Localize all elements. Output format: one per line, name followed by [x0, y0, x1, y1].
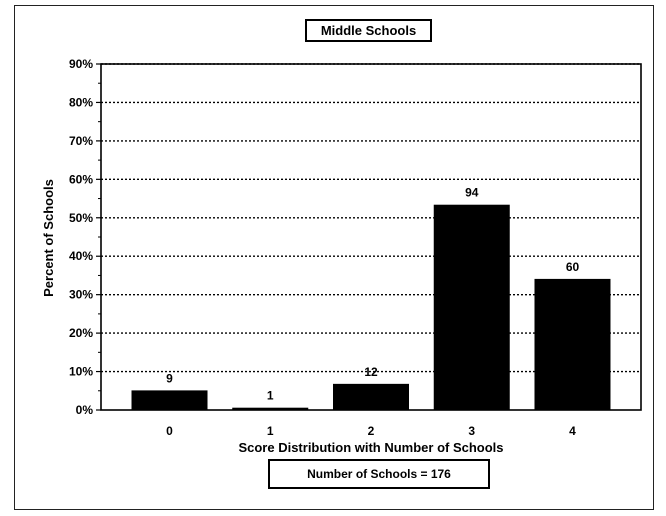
bar — [433, 204, 510, 410]
x-tick-label: 2 — [368, 424, 375, 438]
x-axis-title: Score Distribution with Number of School… — [238, 440, 503, 455]
bar — [333, 383, 409, 410]
chart-title: Middle Schools — [305, 19, 432, 42]
y-tick-label: 30% — [69, 288, 93, 302]
plot-area-border — [100, 63, 642, 411]
bars: 9 1 12 94 60 — [131, 186, 611, 410]
y-tick-label: 50% — [69, 211, 93, 225]
y-axis-title: Percent of Schools — [41, 179, 56, 297]
y-tick-label: 80% — [69, 95, 93, 109]
chart-frame — [14, 5, 654, 510]
bar-data-label: 1 — [267, 389, 274, 403]
x-tick-label: 1 — [267, 424, 274, 438]
y-tick-label: 0% — [76, 403, 94, 417]
axes: 0%10%20%30%40%50%60%70%80%90%0 1 2 3 4 — [69, 57, 642, 438]
y-tick-label: 40% — [69, 249, 93, 263]
bar-data-label: 94 — [465, 186, 479, 200]
bar — [534, 278, 611, 410]
y-tick-label: 90% — [69, 57, 93, 71]
bar — [232, 407, 309, 410]
y-tick-label: 70% — [69, 134, 93, 148]
bar — [131, 390, 208, 410]
x-tick-label: 4 — [569, 424, 576, 438]
x-tick-label: 0 — [166, 424, 173, 438]
y-tick-label: 20% — [69, 326, 93, 340]
bar-data-label: 12 — [364, 365, 378, 379]
y-tick-label: 60% — [69, 172, 93, 186]
y-tick-label: 10% — [69, 365, 93, 379]
number-of-schools-note: Number of Schools = 176 — [268, 459, 490, 489]
x-tick-label: 3 — [468, 424, 475, 438]
bar-data-label: 9 — [166, 371, 173, 385]
bar-data-label: 60 — [566, 260, 580, 274]
